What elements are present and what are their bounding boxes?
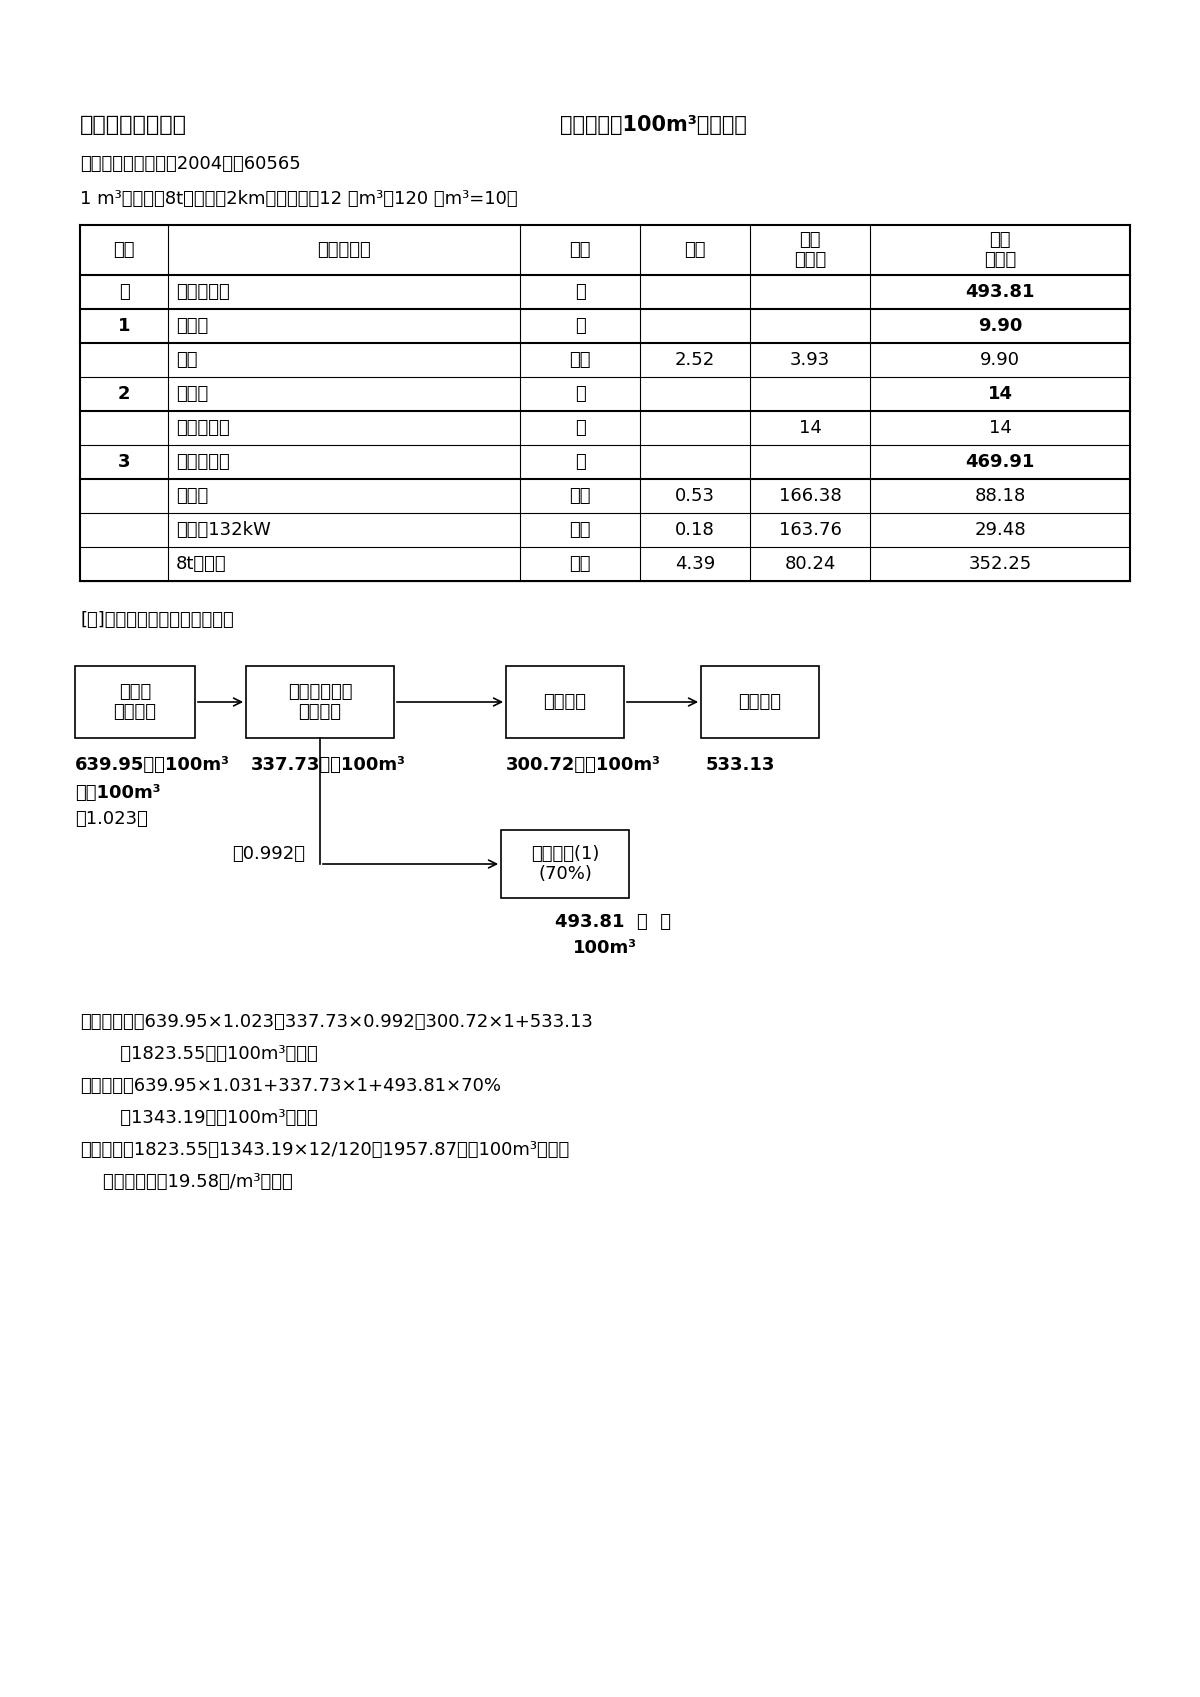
Text: 骨料单价＝1823.55＋1343.19×12/120＝1957.87元／100m³成品方: 骨料单价＝1823.55＋1343.19×12/120＝1957.87元／100… <box>80 1140 569 1159</box>
Text: 工时: 工时 <box>569 351 590 368</box>
Text: 普工: 普工 <box>176 351 198 368</box>
Text: 100m³: 100m³ <box>574 938 637 957</box>
Text: 数量: 数量 <box>684 241 706 260</box>
Text: 一: 一 <box>119 283 130 300</box>
Text: ＝1823.55元／100m³成品方: ＝1823.55元／100m³成品方 <box>80 1045 318 1062</box>
Text: 元: 元 <box>575 283 586 300</box>
Text: 639.95元／100m³: 639.95元／100m³ <box>74 755 230 774</box>
Text: 元／100m³: 元／100m³ <box>74 784 161 803</box>
Text: 基本直接费: 基本直接费 <box>176 283 229 300</box>
Text: 88.18: 88.18 <box>974 487 1026 506</box>
Text: 弃料摊销＝639.95×1.031+337.73×1+493.81×70%: 弃料摊销＝639.95×1.031+337.73×1+493.81×70% <box>80 1078 502 1095</box>
Text: 挖掘机: 挖掘机 <box>176 487 209 506</box>
Text: 352.25: 352.25 <box>968 555 1032 574</box>
Text: 0.53: 0.53 <box>674 487 715 506</box>
Text: 3: 3 <box>118 453 131 472</box>
Text: 469.91: 469.91 <box>965 453 1034 472</box>
Text: 1 m³挖掘机，8t自卸车运2km，弃料摊销12 万m³／120 万m³=10％: 1 m³挖掘机，8t自卸车运2km，弃料摊销12 万m³／120 万m³=10％ <box>80 190 517 209</box>
Bar <box>246 665 394 738</box>
Text: 493.81: 493.81 <box>965 283 1034 300</box>
Bar <box>74 665 194 738</box>
Text: 493.81  元  ／: 493.81 元 ／ <box>554 913 671 932</box>
Text: 300.72元／100m³: 300.72元／100m³ <box>506 755 661 774</box>
Text: 元: 元 <box>575 385 586 402</box>
Text: 337.73元／100m³: 337.73元／100m³ <box>251 755 406 774</box>
Text: 定额单位：100m³成品堆方: 定额单位：100m³成品堆方 <box>560 115 746 136</box>
Text: （1.023）: （1.023） <box>74 809 148 828</box>
Text: 合价
（元）: 合价 （元） <box>984 231 1016 270</box>
Text: 4.39: 4.39 <box>674 555 715 574</box>
Text: 单位: 单位 <box>569 241 590 260</box>
Text: 骨料运输: 骨料运输 <box>738 692 781 711</box>
Text: 0.18: 0.18 <box>676 521 715 540</box>
Text: 元: 元 <box>575 453 586 472</box>
Text: 1: 1 <box>118 317 131 334</box>
Text: 3.93: 3.93 <box>790 351 830 368</box>
Text: 人工费: 人工费 <box>176 317 209 334</box>
Text: 筛洗运输: 筛洗运输 <box>544 692 587 711</box>
Text: 成品料单价＝639.95×1.023＋337.73×0.992＋300.72×1+533.13: 成品料单价＝639.95×1.023＋337.73×0.992＋300.72×1… <box>80 1013 593 1032</box>
Text: 14: 14 <box>989 419 1012 438</box>
Text: 单价
（元）: 单价 （元） <box>794 231 826 270</box>
Text: 2.52: 2.52 <box>674 351 715 368</box>
Text: 元: 元 <box>575 419 586 438</box>
Text: 台时: 台时 <box>569 487 590 506</box>
Text: 8t自卸车: 8t自卸车 <box>176 555 227 574</box>
Text: 14: 14 <box>798 419 822 438</box>
Text: ＝1343.19元／100m³成品方: ＝1343.19元／100m³成品方 <box>80 1110 318 1127</box>
Text: 定额名称及编号：（2004）预60565: 定额名称及编号：（2004）预60565 <box>80 154 301 173</box>
Text: 序号: 序号 <box>113 241 134 260</box>
Bar <box>506 665 624 738</box>
Text: 弃料运输(1)
(70%): 弃料运输(1) (70%) <box>530 845 599 884</box>
Text: （0.992）: （0.992） <box>232 845 305 864</box>
Text: 9.90: 9.90 <box>980 351 1020 368</box>
Text: 14: 14 <box>988 385 1013 402</box>
Text: 预筛分超径石
破碎运输: 预筛分超径石 破碎运输 <box>288 682 353 721</box>
Text: 台时: 台时 <box>569 555 590 574</box>
Text: 533.13: 533.13 <box>706 755 775 774</box>
Text: 材料费: 材料费 <box>176 385 209 402</box>
Text: 166.38: 166.38 <box>779 487 841 506</box>
Text: 2: 2 <box>118 385 131 402</box>
Text: 29.48: 29.48 <box>974 521 1026 540</box>
Bar <box>701 665 818 738</box>
Text: 则骨料单价为19.58元/m³成品方: 则骨料单价为19.58元/m³成品方 <box>80 1173 293 1191</box>
Text: 零星材料费: 零星材料费 <box>176 419 229 438</box>
Text: 80.24: 80.24 <box>785 555 835 574</box>
Text: 台时: 台时 <box>569 521 590 540</box>
Bar <box>502 830 629 898</box>
Text: [解]：经计算各工序单价如下：: [解]：经计算各工序单价如下： <box>80 611 234 630</box>
Text: 机械使用费: 机械使用费 <box>176 453 229 472</box>
Text: 六、级配弃料运输: 六、级配弃料运输 <box>80 115 187 136</box>
Text: 推土机132kW: 推土机132kW <box>176 521 271 540</box>
Text: 163.76: 163.76 <box>779 521 841 540</box>
Text: 9.90: 9.90 <box>978 317 1022 334</box>
Text: 砂石料
开采运输: 砂石料 开采运输 <box>114 682 156 721</box>
Text: 名称及规格: 名称及规格 <box>317 241 371 260</box>
Text: 元: 元 <box>575 317 586 334</box>
